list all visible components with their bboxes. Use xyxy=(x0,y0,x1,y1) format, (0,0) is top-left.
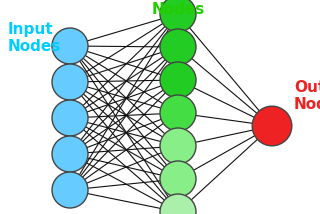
Circle shape xyxy=(160,0,196,32)
Circle shape xyxy=(160,95,196,131)
Circle shape xyxy=(160,161,196,197)
Circle shape xyxy=(52,28,88,64)
Text: Input
Nodes: Input Nodes xyxy=(8,22,61,54)
Circle shape xyxy=(160,62,196,98)
Circle shape xyxy=(160,128,196,164)
Circle shape xyxy=(160,29,196,65)
Text: Output
Node: Output Node xyxy=(294,80,320,112)
Text: Nodes: Nodes xyxy=(151,2,204,17)
Circle shape xyxy=(252,106,292,146)
Circle shape xyxy=(160,194,196,214)
Circle shape xyxy=(52,64,88,100)
Circle shape xyxy=(52,100,88,136)
Circle shape xyxy=(52,172,88,208)
Circle shape xyxy=(52,136,88,172)
